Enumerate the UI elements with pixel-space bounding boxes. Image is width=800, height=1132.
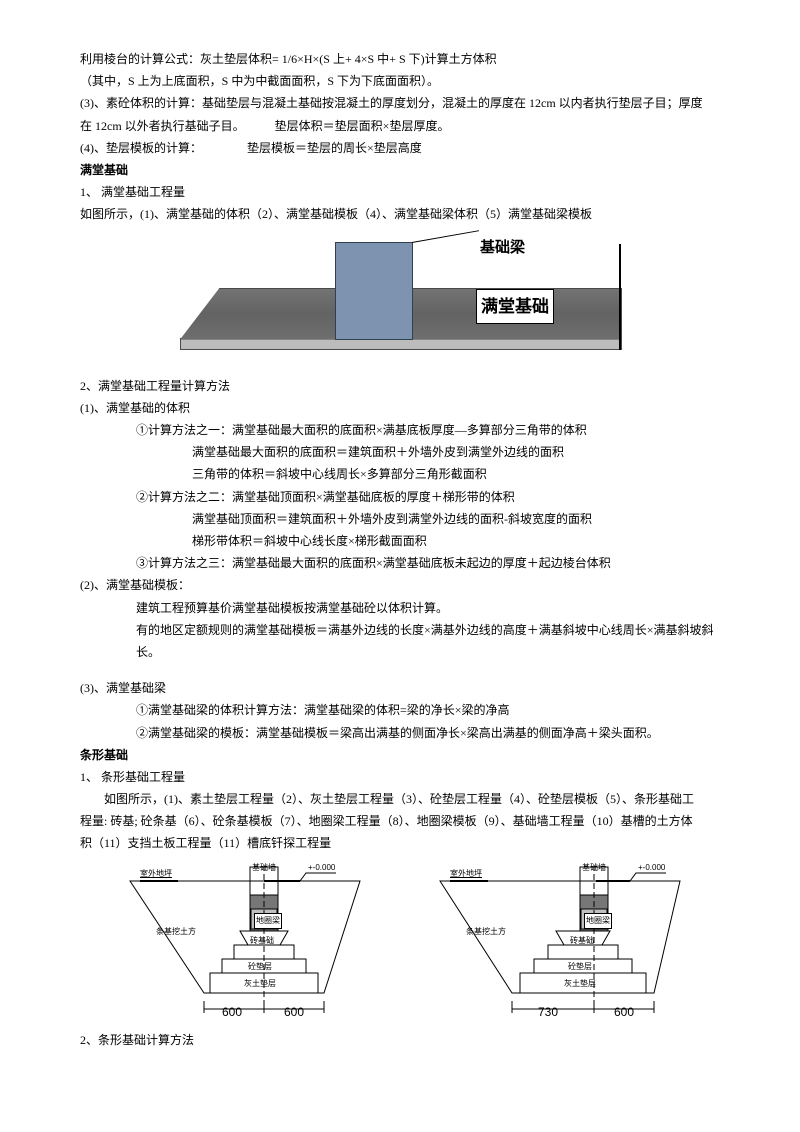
fig2r-dimr: 600 [614,1001,634,1023]
fig2l-diml: 600 [222,1001,242,1023]
tx-line-2a: 如图所示，(1)、素土垫层工程量（2）、灰土垫层工程量（3）、砼垫层工程量（4）… [80,788,720,810]
mt-line-12: (2)、满堂基础模板： [80,574,720,596]
fig2r-elev: +-0.000 [638,861,665,876]
mt-line-1: 1、 满堂基础工程量 [80,181,720,203]
mt-line-10: 梯形带体积＝斜坡中心线长度×梯形截面面积 [80,530,720,552]
mt-line-15: (3)、满堂基础梁 [80,677,720,699]
fig2l-dimr: 600 [284,1001,304,1023]
mt-line-3: 2、满堂基础工程量计算方法 [80,375,720,397]
fig2r-tiaojiwa: 条基挖土方 [466,925,506,940]
fig2r-jichuqiang: 基础墙 [582,861,606,876]
mt-line-7: 三角带的体积＝斜坡中心线周长×多算部分三角形截面积 [80,463,720,485]
para-5-mid: 垫层模板＝垫层的周长×垫层高度 [247,141,422,155]
mt-line-5: ①计算方法之一：满堂基础最大面积的底面积×满基底板厚度—多算部分三角带的体积 [80,419,720,441]
fig2r-tongdian: 砼垫层 [568,960,592,975]
fig2l-huitu: 灰土垫层 [244,977,276,992]
mt-line-11: ③计算方法之三：满堂基础最大面积的底面积×满堂基础底板未起边的厚度＋起边棱台体积 [80,552,720,574]
spacer-1 [80,663,720,677]
fig2l-jichuqiang: 基础墙 [252,861,276,876]
mt-line-4: (1)、满堂基础的体积 [80,397,720,419]
mt-line-14: 有的地区定额规则的满堂基础模板＝满基外边线的长度×满基外边线的高度＋满基斜坡中心… [80,619,720,663]
para-3: (3)、素砼体积的计算：基础垫层与混凝土基础按混凝土的厚度划分，混凝土的厚度在 … [80,92,720,114]
fig2l-elev: +-0.000 [308,861,335,876]
figure-1-wrap: 基础梁 满堂基础 [80,234,720,371]
figure-2-wrap: 室外地坪 基础墙 +-0.000 地圈梁 条基挖土方 砖基础 砼垫层 灰土垫层 … [80,861,720,1021]
fig2r-zhuanji: 砖基础 [570,934,594,949]
mt-line-6: 满堂基础最大面积的底面积＝建筑面积＋外墙外皮到满堂外边线的面积 [80,441,720,463]
figure-1-beam [335,242,413,340]
figure-1-edge [619,244,621,350]
fig2r-diml: 730 [538,1001,558,1023]
figure-1: 基础梁 满堂基础 [180,234,620,364]
para-4-pre: 在 12cm 以外者执行基础子目。 [80,119,245,133]
heading-mantang: 满堂基础 [80,159,720,181]
fig2l-tiaojiwa: 条基挖土方 [156,925,196,940]
tx-line-2b: 程量: 砖基; 砼条基（6）、砼条基模板（7）、地圈梁工程量（8）、地圈梁模板（… [80,810,720,832]
mt-line-13: 建筑工程预算基价满堂基础模板按满堂基础砼以体积计算。 [80,597,720,619]
para-1: 利用棱台的计算公式：灰土垫层体积= 1/6×H×(S 上+ 4×S 中+ S 下… [80,48,720,70]
mt-line-2: 如图所示，(1)、满堂基础的体积（2）、满堂基础模板（4）、满堂基础梁体积（5）… [80,203,720,225]
fig2l-tongdian: 砼垫层 [248,960,272,975]
para-4: 在 12cm 以外者执行基础子目。 垫层体积＝垫层面积×垫层厚度。 [80,115,720,137]
tx-line-1: 1、 条形基础工程量 [80,766,720,788]
para-2: （其中，S 上为上底面积，S 中为中截面面积，S 下为下底面面积）。 [80,70,720,92]
mt-line-9: 满堂基础顶面积＝建筑面积＋外墙外皮到满堂外边线的面积-斜坡宽度的面积 [80,508,720,530]
figure-2-left-svg [100,861,380,1021]
para-5: (4)、垫层模板的计算： 垫层模板＝垫层的周长×垫层高度 [80,137,720,159]
figure-2-right: 室外地坪 基础墙 +-0.000 地圈梁 条基挖土方 砖基础 砼垫层 灰土垫层 … [420,861,700,1021]
figure-2-left: 室外地坪 基础墙 +-0.000 地圈梁 条基挖土方 砖基础 砼垫层 灰土垫层 … [100,861,380,1021]
figure-1-label-slab: 满堂基础 [476,289,554,324]
tx-line-2c: 积（11）支挡土板工程量（11）槽底钎探工程量 [80,832,720,854]
figure-1-label-beam: 基础梁 [480,234,525,262]
para-5-pre: (4)、垫层模板的计算： [80,141,202,155]
heading-tiaoxing: 条形基础 [80,744,720,766]
para-4-mid: 垫层体积＝垫层面积×垫层厚度。 [275,119,450,133]
fig2l-shiwai: 室外地坪 [140,867,172,882]
figure-2-right-svg [420,861,700,1021]
fig2r-shiwai: 室外地坪 [450,867,482,882]
mt-line-8: ②计算方法之二：满堂基础顶面积×满堂基础底板的厚度＋梯形带的体积 [80,486,720,508]
figure-1-leader [412,230,479,243]
fig2l-zhuanji: 砖基础 [250,934,274,949]
fig2r-diquanliang: 地圈梁 [584,913,612,930]
fig2r-huitu: 灰土垫层 [564,977,596,992]
fig2l-diquanliang: 地圈梁 [254,913,282,930]
tx-line-3: 2、条形基础计算方法 [80,1029,720,1051]
mt-line-16: ①满堂基础梁的体积计算方法：满堂基础梁的体积=梁的净长×梁的净高 [80,699,720,721]
mt-line-17: ②满堂基础梁的模板：满堂基础模板＝梁高出满基的侧面净长×梁高出满基的侧面净高＋梁… [80,722,720,744]
